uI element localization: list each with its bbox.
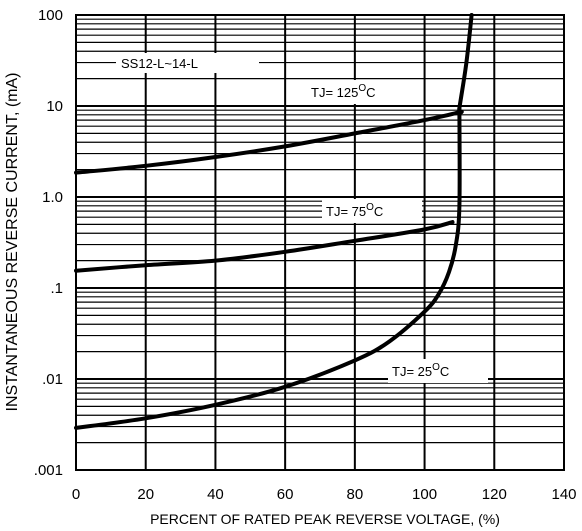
y-tick-labels: .001 .01 .1 1.0 10 100: [34, 7, 63, 479]
y-tick-label: .001: [34, 462, 63, 479]
series-lines: [74, 13, 474, 430]
y-tick-label: .1: [50, 280, 63, 297]
series-label-box: [322, 199, 422, 223]
x-tick-labels: 0 20 40 60 80 100 120 140: [72, 486, 577, 503]
series-label: TJ= 125OC: [311, 83, 376, 100]
x-tick-label: 40: [207, 486, 224, 503]
x-axis-label: PERCENT OF RATED PEAK REVERSE VOLTAGE, (…: [150, 511, 500, 527]
series-labels: TJ= 125OC TJ= 75OC TJ= 25OC: [307, 80, 488, 383]
y-tick-label: 10: [46, 98, 63, 115]
y-tick-label: .01: [42, 371, 63, 388]
series-label-box: [307, 80, 417, 104]
series-label-box: [388, 359, 488, 383]
legend: SS12-L~14-L: [116, 53, 259, 73]
x-tick-label: 60: [277, 486, 294, 503]
plot-frame: [75, 14, 565, 471]
x-tick-label: 120: [482, 486, 507, 503]
legend-box: [116, 53, 259, 73]
y-tick-label: 100: [38, 7, 63, 24]
series-label: TJ= 75OC: [326, 202, 383, 219]
x-tick-label: 0: [72, 486, 80, 503]
series-line-2: [74, 106, 462, 430]
series-label: TJ= 25OC: [392, 362, 449, 379]
minor-grid: [76, 18, 564, 444]
series-line-1: [74, 220, 455, 273]
x-tick-label: 100: [412, 486, 437, 503]
legend-text: SS12-L~14-L: [121, 56, 198, 71]
x-tick-label: 140: [551, 486, 576, 503]
x-tick-label: 80: [347, 486, 364, 503]
y-tick-label: 1.0: [42, 189, 63, 206]
y-axis-label: INSTANTANEOUS REVERSE CURRENT, (mA): [4, 73, 21, 412]
x-tick-label: 20: [137, 486, 154, 503]
series-line-0: [74, 13, 474, 175]
